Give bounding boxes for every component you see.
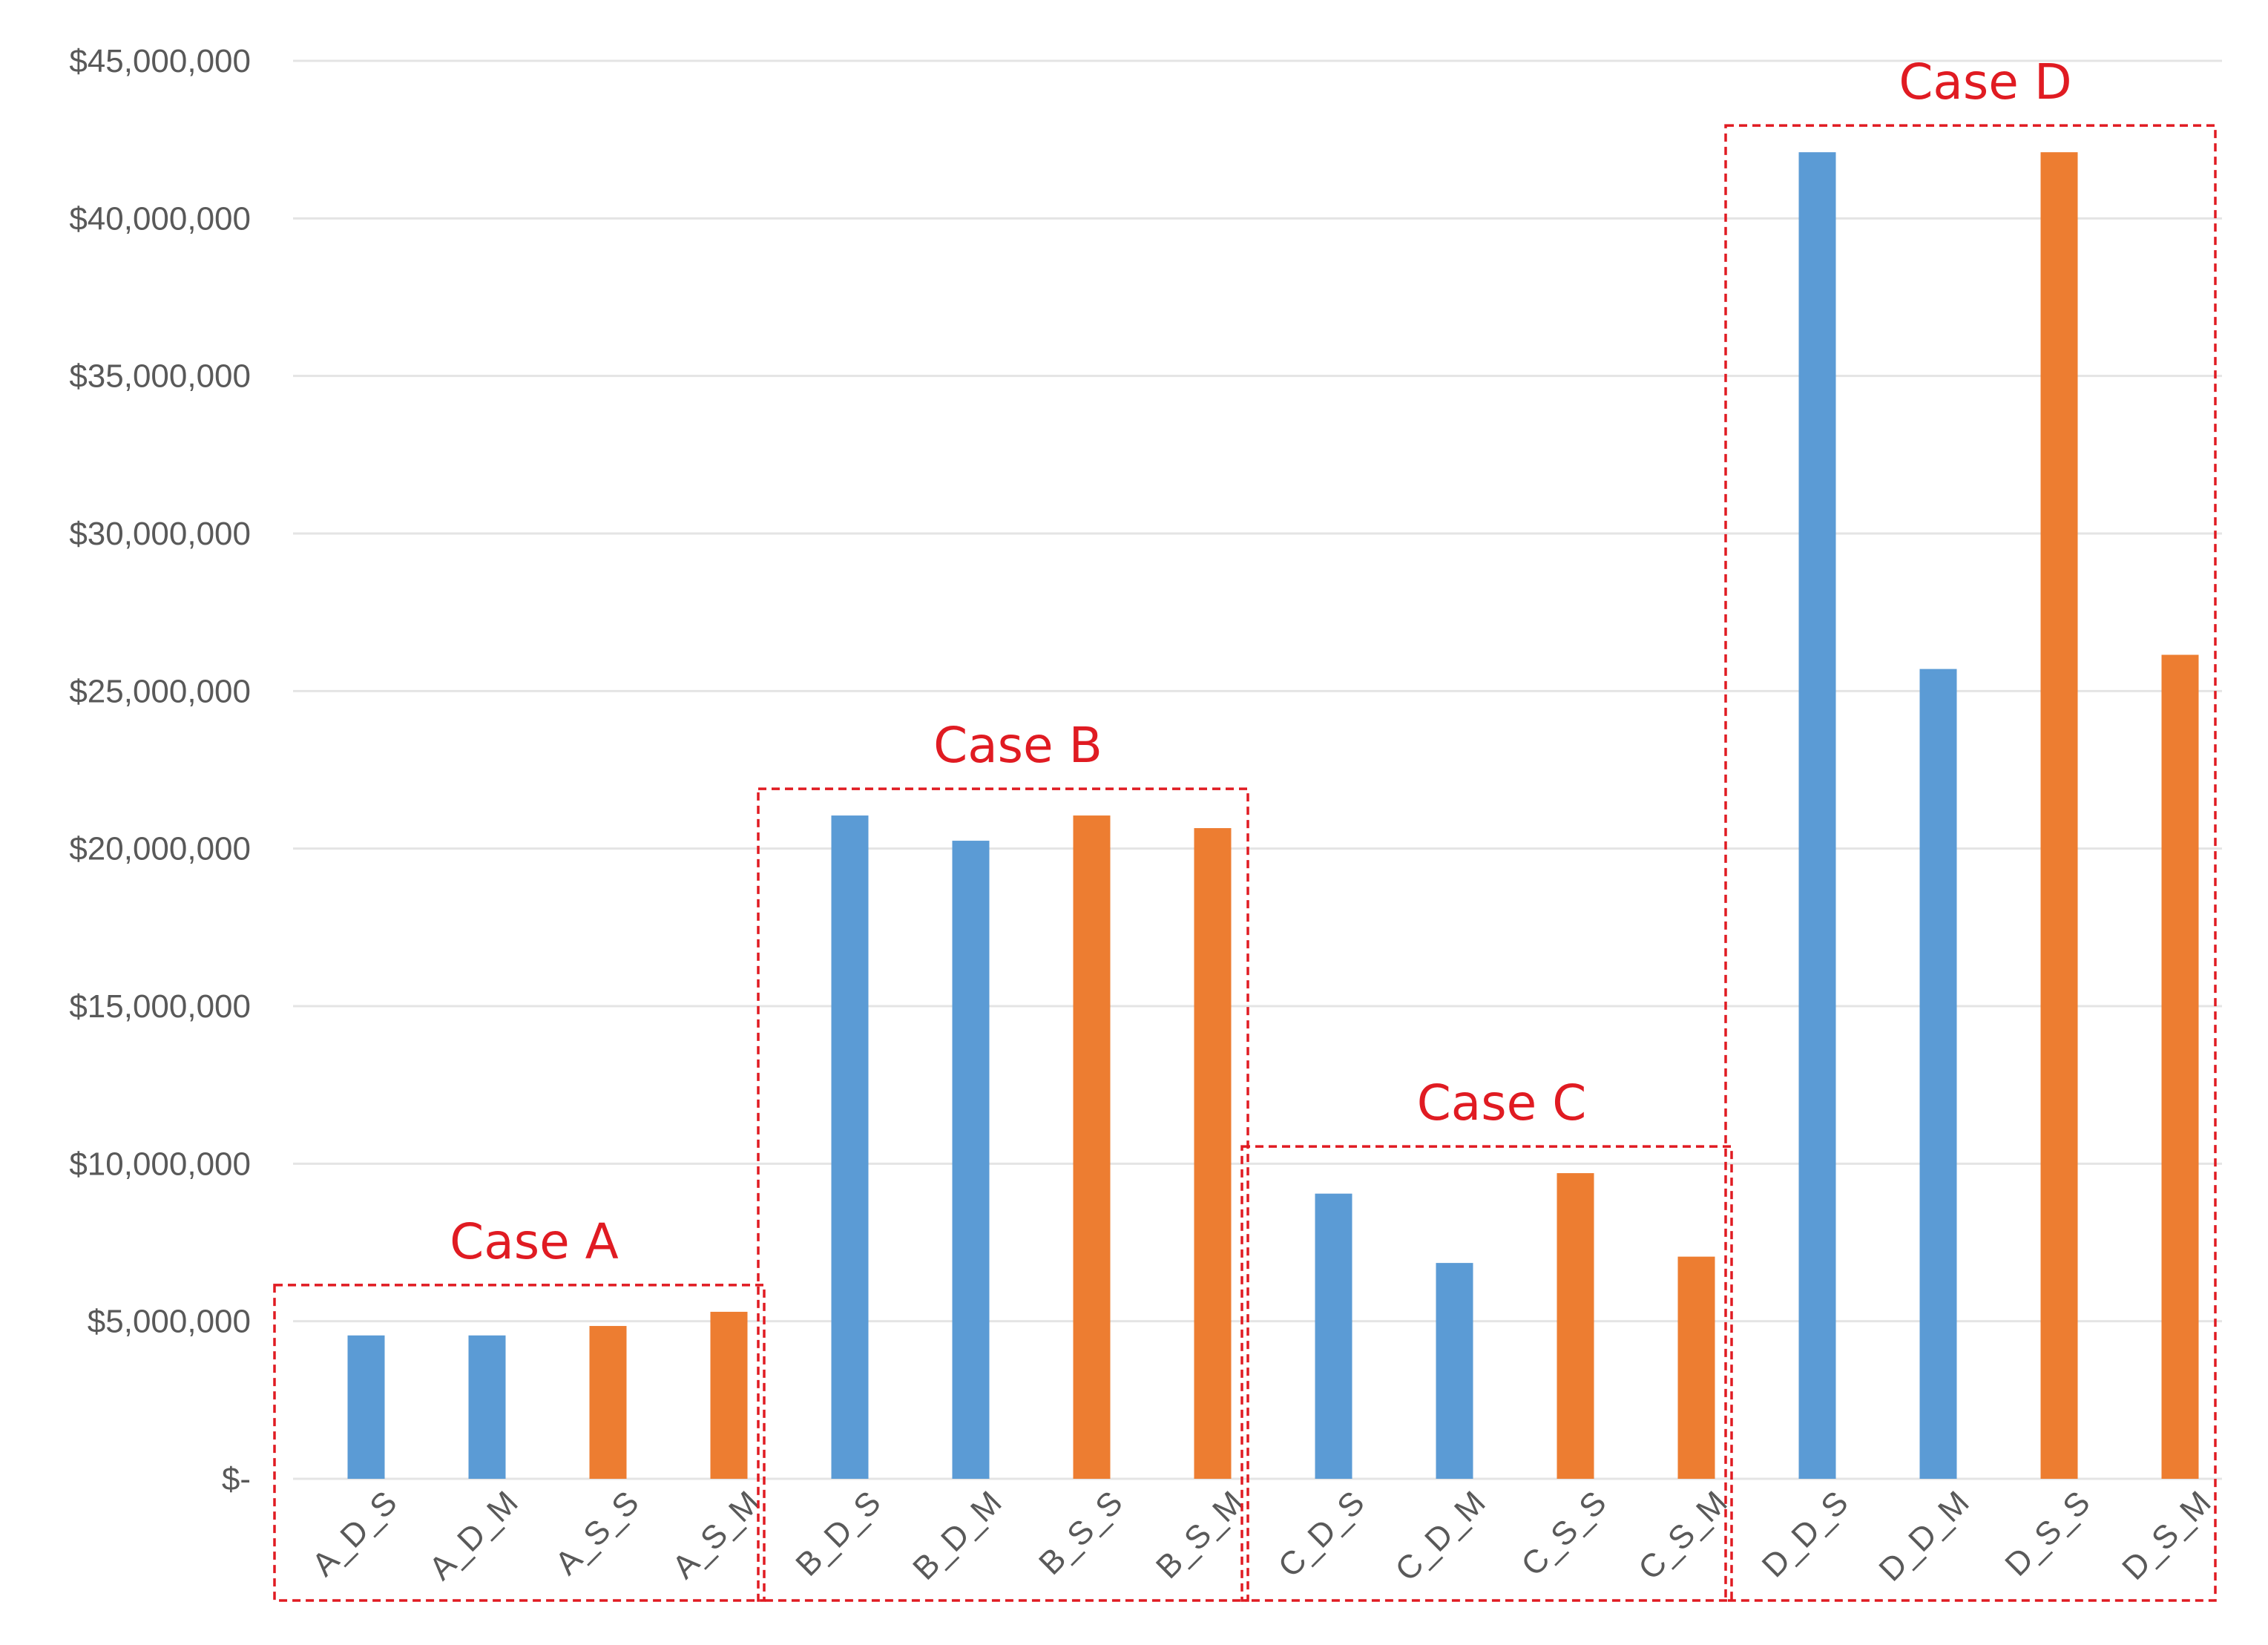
bar-c-s-s: [1557, 1173, 1594, 1479]
bar-c-d-m: [1436, 1263, 1473, 1479]
y-tick-label: $30,000,000: [69, 516, 251, 552]
bar-d-d-m: [1919, 669, 1957, 1479]
x-tick-label: C_S_S: [1514, 1484, 1613, 1583]
y-tick-label: $10,000,000: [69, 1146, 251, 1182]
bar-a-d-s: [347, 1335, 385, 1479]
bar-a-d-m: [468, 1335, 506, 1479]
y-tick-label: $40,000,000: [69, 200, 251, 237]
case-c-label: Case C: [1417, 1074, 1587, 1132]
x-tick-label: A_S_S: [548, 1484, 646, 1582]
x-tick-label: B_D_M: [906, 1484, 1008, 1586]
case-annotations: Case A Case B Case C Case D: [273, 53, 2217, 1602]
x-tick-label: C_D_M: [1388, 1484, 1492, 1588]
case-d-label: Case D: [1899, 53, 2071, 111]
bar-b-d-m: [952, 841, 990, 1479]
case-a-label: Case A: [450, 1213, 619, 1270]
y-tick-label: $20,000,000: [69, 831, 251, 867]
bar-a-s-s: [589, 1326, 627, 1479]
bar-d-s-s: [2040, 152, 2078, 1480]
case-c-box: [1240, 1145, 1733, 1602]
bar-d-s-m: [2161, 654, 2199, 1480]
x-tick-label: A_D_S: [305, 1484, 404, 1583]
x-tick-label: C_S_M: [1631, 1484, 1734, 1586]
x-tick-label: D_S_M: [2115, 1484, 2218, 1586]
case-b-box: [757, 787, 1249, 1602]
x-axis: A_D_S A_D_M A_S_S A_S_M B_D_S B_D_M B_S_S B_S_M…: [305, 1484, 2218, 1588]
y-tick-label: $45,000,000: [69, 43, 251, 79]
y-tick-label: $25,000,000: [69, 673, 251, 709]
x-tick-label: B_S_S: [1032, 1484, 1130, 1582]
x-tick-label: D_S_S: [1998, 1484, 2097, 1583]
y-tick-label: $5,000,000: [88, 1304, 251, 1340]
x-tick-label: A_S_M: [665, 1484, 767, 1586]
x-tick-label: C_D_S: [1272, 1484, 1372, 1584]
y-tick-label: $35,000,000: [69, 358, 251, 395]
case-a-box: [273, 1284, 766, 1602]
y-tick-label: $-: [222, 1461, 251, 1497]
x-tick-label: B_D_S: [789, 1484, 887, 1583]
bar-c-d-s: [1315, 1193, 1352, 1479]
gridlines: [293, 59, 2222, 1480]
x-tick-label: B_S_M: [1149, 1484, 1251, 1586]
bar-c-s-m: [1677, 1256, 1715, 1479]
case-b-label: Case B: [933, 717, 1102, 774]
bars: [347, 152, 2199, 1480]
x-tick-label: D_D_S: [1755, 1484, 1856, 1584]
bar-b-s-s: [1073, 815, 1111, 1479]
case-d-box: [1724, 124, 2217, 1602]
x-tick-label: D_D_M: [1872, 1484, 1976, 1588]
y-axis: $- $5,000,000 $10,000,000 $15,000,000 $20,00…: [69, 43, 251, 1497]
bar-a-s-m: [710, 1311, 748, 1479]
x-tick-label: A_D_M: [422, 1484, 525, 1586]
bar-d-d-s: [1798, 152, 1836, 1480]
bar-b-d-s: [831, 815, 869, 1479]
bar-b-s-m: [1194, 828, 1232, 1479]
y-tick-label: $15,000,000: [69, 988, 251, 1025]
